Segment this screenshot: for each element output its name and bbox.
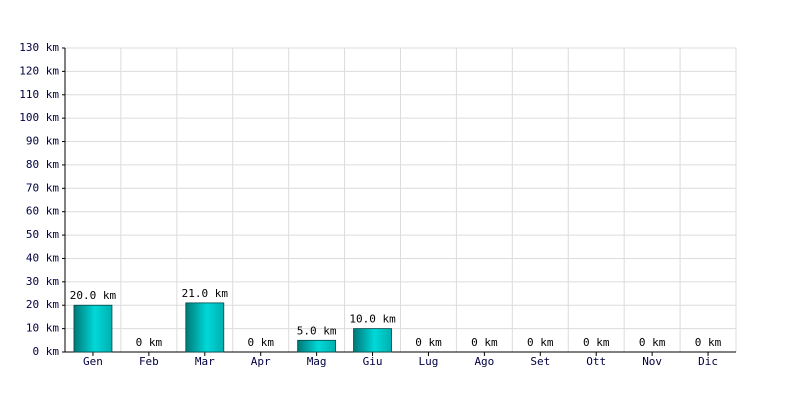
bar [353,328,392,353]
y-tick-label: 20 km [26,298,59,311]
value-label: 10.0 km [349,313,396,326]
y-tick-label: 100 km [19,111,59,124]
bar [297,339,337,353]
value-label: 0 km [583,336,610,349]
x-tick-label: Nov [642,355,662,368]
x-tick-label: Set [530,355,550,368]
bar [185,302,225,353]
value-label: 20.0 km [70,289,117,302]
x-tick-label: Ott [586,355,606,368]
y-tick-label: 0 km [33,345,60,358]
y-tick-label: 90 km [26,135,59,148]
y-tick-label: 10 km [26,322,59,335]
x-tick-label: Apr [251,355,271,368]
x-tick-label: Feb [139,355,159,368]
y-tick-label: 80 km [26,158,59,171]
x-tick-label: Mar [195,355,215,368]
value-label: 0 km [471,336,498,349]
x-tick-label: Ago [474,355,494,368]
value-label: 0 km [415,336,442,349]
x-tick-label: Mag [307,355,327,368]
bar [73,304,113,353]
x-tick-label: Lug [419,355,439,368]
value-label: 0 km [136,336,163,349]
y-tick-label: 120 km [19,64,59,77]
y-tick-label: 130 km [19,41,59,54]
y-tick-label: 30 km [26,275,59,288]
value-label: 0 km [639,336,666,349]
value-label: 0 km [527,336,554,349]
value-label: 5.0 km [297,324,337,337]
x-tick-label: Dic [698,355,718,368]
x-tick-label: Giu [363,355,383,368]
y-tick-label: 70 km [26,181,59,194]
y-tick-label: 50 km [26,228,59,241]
value-label: 0 km [247,336,274,349]
value-label: 21.0 km [182,287,229,300]
value-label: 0 km [695,336,722,349]
y-tick-label: 40 km [26,251,59,264]
y-tick-label: 110 km [19,88,59,101]
y-tick-label: 60 km [26,205,59,218]
x-tick-label: Gen [83,355,103,368]
